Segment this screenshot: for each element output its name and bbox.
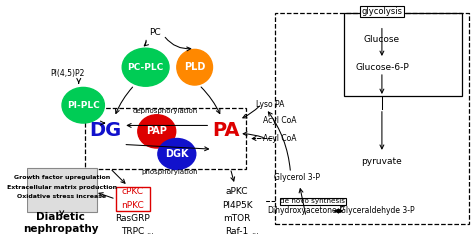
Text: Acyl CoA: Acyl CoA: [263, 134, 296, 143]
Text: DG: DG: [90, 121, 122, 140]
Ellipse shape: [62, 87, 104, 123]
Text: Extracellular matrix production: Extracellular matrix production: [7, 185, 117, 190]
Text: phosphorylation: phosphorylation: [142, 169, 199, 175]
Text: Oxidative stress increase: Oxidative stress increase: [17, 194, 106, 199]
Text: Dihydroxyacetone-P: Dihydroxyacetone-P: [268, 206, 345, 216]
Ellipse shape: [138, 115, 176, 148]
Text: DGK: DGK: [165, 149, 189, 159]
Text: pyruvate: pyruvate: [362, 157, 402, 166]
Text: PC-PLC: PC-PLC: [128, 63, 164, 72]
Ellipse shape: [122, 48, 169, 86]
FancyBboxPatch shape: [27, 168, 97, 212]
Text: cPKC: cPKC: [121, 187, 143, 196]
Text: Diabetic
nephropathy: Diabetic nephropathy: [23, 212, 99, 234]
Text: mTOR: mTOR: [223, 214, 251, 223]
Text: Lyso PA: Lyso PA: [256, 100, 285, 109]
Text: Glucose-6-P: Glucose-6-P: [355, 63, 409, 72]
Text: Growth factor upregulation: Growth factor upregulation: [14, 175, 110, 180]
Text: Glucose: Glucose: [364, 35, 400, 44]
Text: de novo synthesis: de novo synthesis: [280, 198, 345, 205]
Text: PAP: PAP: [146, 126, 167, 136]
Text: PI(4,5)P2: PI(4,5)P2: [50, 69, 85, 78]
Bar: [275, 13, 469, 224]
Text: aPKC: aPKC: [226, 187, 248, 196]
Text: RasGRP: RasGRP: [115, 214, 150, 223]
Text: Glyceraldehyde 3-P: Glyceraldehyde 3-P: [340, 206, 415, 216]
Text: dephosphorylation: dephosphorylation: [133, 108, 198, 114]
Text: PI-PLC: PI-PLC: [67, 101, 100, 110]
Text: PC: PC: [149, 28, 160, 37]
Ellipse shape: [177, 49, 212, 85]
Text: ...: ...: [146, 227, 154, 236]
Text: Acyl CoA: Acyl CoA: [263, 116, 296, 125]
Text: nPKC: nPKC: [121, 201, 144, 210]
Text: ...: ...: [251, 227, 259, 236]
Text: TRPC: TRPC: [120, 227, 144, 236]
Text: Raf-1: Raf-1: [226, 227, 249, 236]
Text: PI4P5K: PI4P5K: [222, 201, 252, 210]
Text: PA: PA: [212, 121, 240, 140]
Bar: [85, 108, 246, 169]
Text: PLD: PLD: [184, 62, 205, 72]
Bar: [116, 187, 150, 211]
Bar: [344, 13, 462, 96]
Text: glycolysis: glycolysis: [361, 7, 402, 16]
Text: Glycerol 3-P: Glycerol 3-P: [274, 173, 320, 182]
Ellipse shape: [158, 139, 196, 169]
